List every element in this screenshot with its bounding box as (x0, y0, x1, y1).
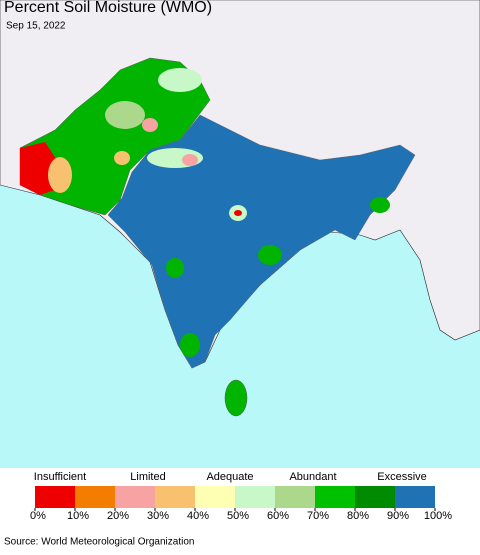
legend-category: Excessive (377, 471, 427, 483)
legend-swatch (35, 486, 75, 508)
legend-category: Insufficient (34, 471, 86, 483)
legend-tick-label: 40% (187, 510, 209, 522)
legend-swatch (75, 486, 115, 508)
legend-tick-label: 70% (307, 510, 329, 522)
legend-tick-label: 80% (347, 510, 369, 522)
dry-patch (142, 118, 158, 132)
moist-patch (258, 245, 282, 265)
legend-swatch (235, 486, 275, 508)
source: Source: World Meteorological Organizatio… (4, 537, 194, 548)
legend-swatch (115, 486, 155, 508)
moist-patch (180, 333, 200, 357)
dry-patch (182, 154, 198, 166)
map (0, 0, 480, 468)
legend-category: Abundant (289, 471, 336, 483)
legend-swatch (355, 486, 395, 508)
moist-patch (370, 197, 390, 213)
legend-swatch (155, 486, 195, 508)
legend-swatch (195, 486, 235, 508)
legend-tick-label: 20% (107, 510, 129, 522)
dry-patch (114, 151, 130, 165)
moist-patch (158, 68, 202, 92)
legend-tick-label: 90% (387, 510, 409, 522)
sri-lanka (224, 379, 248, 417)
legend-tick-label: 50% (227, 510, 249, 522)
legend-swatch (395, 486, 435, 508)
legend: Insufficient Limited Adequate Abundant Exces… (30, 471, 452, 522)
dry-patch (234, 210, 242, 216)
moist-patch (105, 101, 145, 129)
india-region (107, 114, 416, 369)
legend-swatch (315, 486, 355, 508)
legend-category: Adequate (206, 471, 253, 483)
title: Percent Soil Moisture (WMO) (4, 0, 212, 16)
legend-tick-label: 30% (147, 510, 169, 522)
legend-tick-label: 100% (424, 510, 452, 522)
legend-swatch (275, 486, 315, 508)
legend-background (0, 468, 480, 550)
date: Sep 15, 2022 (6, 21, 66, 32)
legend-tick-label: 10% (67, 510, 89, 522)
dry-patch (48, 157, 72, 193)
legend-category: Limited (130, 471, 165, 483)
legend-tick-label: 60% (267, 510, 289, 522)
moist-patch (166, 258, 184, 278)
legend-tick-label: 0% (30, 510, 46, 522)
